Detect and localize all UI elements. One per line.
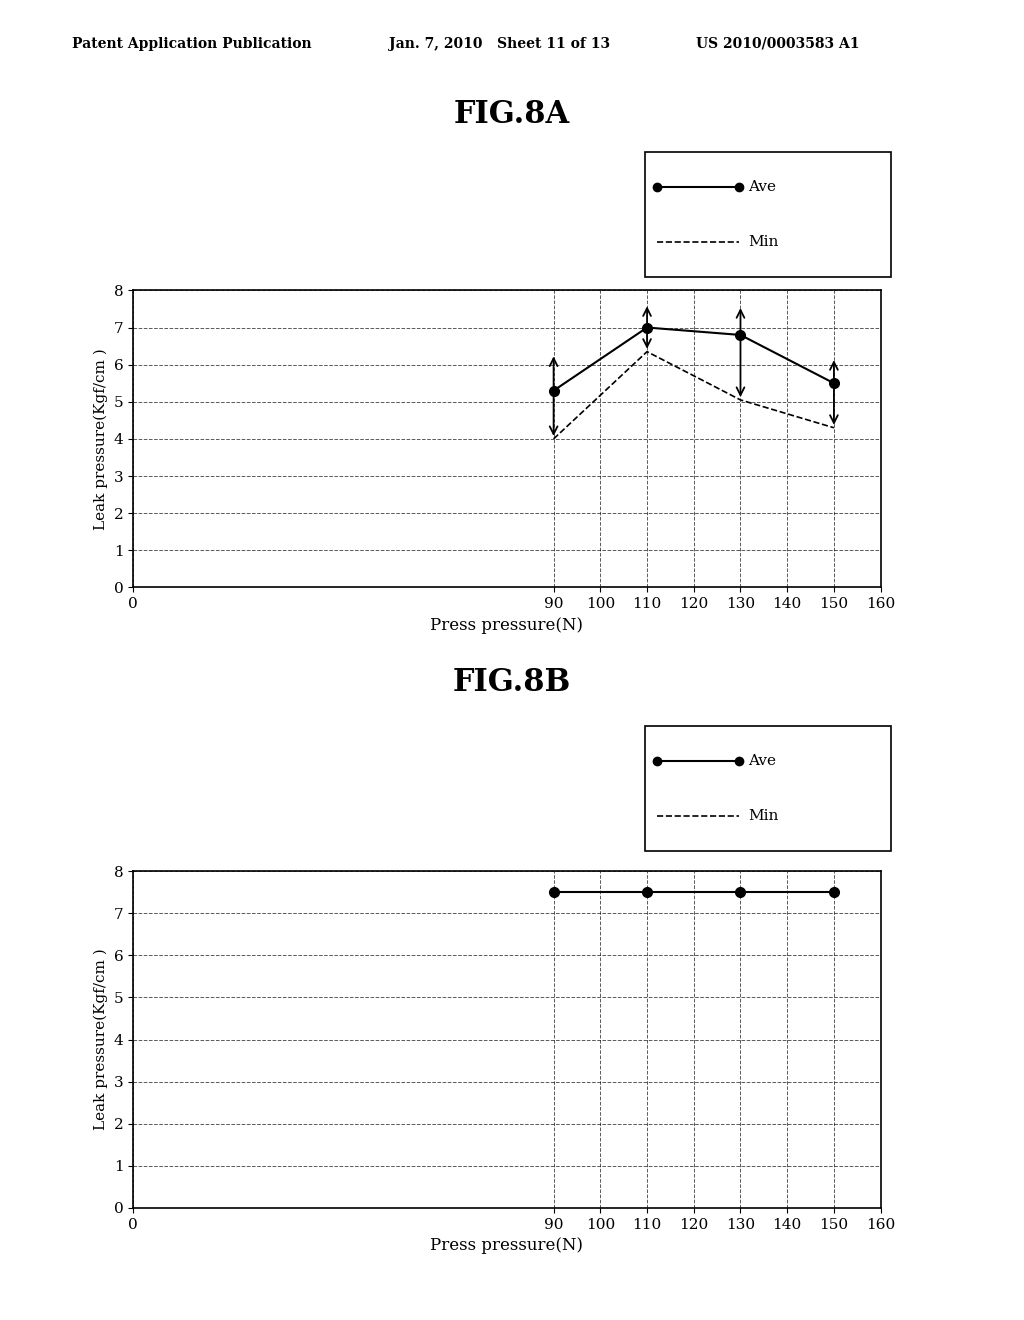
Text: Jan. 7, 2010   Sheet 11 of 13: Jan. 7, 2010 Sheet 11 of 13 xyxy=(389,37,610,51)
X-axis label: Press pressure(N): Press pressure(N) xyxy=(430,1237,584,1254)
FancyBboxPatch shape xyxy=(645,726,891,851)
Text: Min: Min xyxy=(749,809,778,824)
Y-axis label: Leak pressure(Kgf/cm ): Leak pressure(Kgf/cm ) xyxy=(94,949,109,1130)
Text: FIG.8B: FIG.8B xyxy=(453,667,571,697)
Text: US 2010/0003583 A1: US 2010/0003583 A1 xyxy=(696,37,860,51)
Text: Ave: Ave xyxy=(749,180,776,194)
Text: FIG.8A: FIG.8A xyxy=(454,99,570,129)
FancyBboxPatch shape xyxy=(645,152,891,277)
Text: Min: Min xyxy=(749,235,778,249)
Y-axis label: Leak pressure(Kgf/cm ): Leak pressure(Kgf/cm ) xyxy=(94,348,109,529)
Text: Patent Application Publication: Patent Application Publication xyxy=(72,37,311,51)
X-axis label: Press pressure(N): Press pressure(N) xyxy=(430,616,584,634)
Text: Ave: Ave xyxy=(749,754,776,768)
